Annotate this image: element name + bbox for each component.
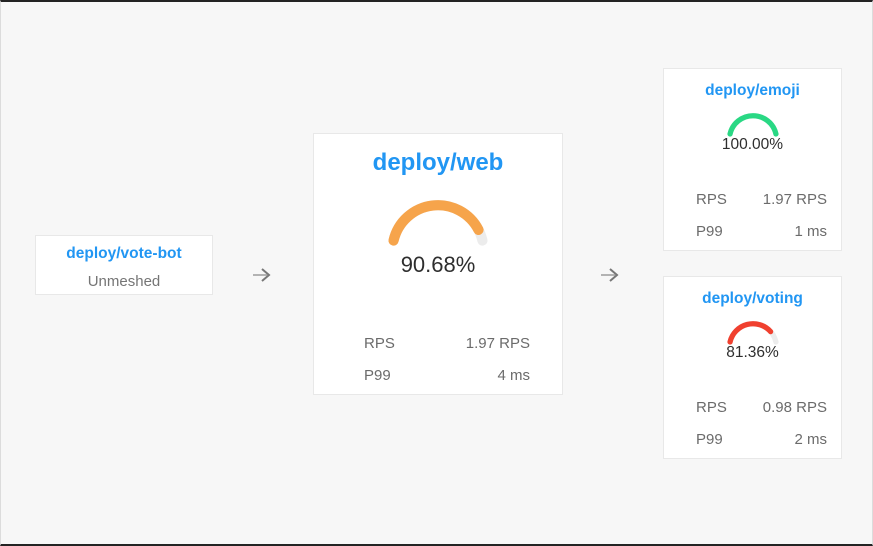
node-card-voting: deploy/voting 81.36% RPS 0.98 RPS P99 2 …: [663, 276, 842, 459]
stat-row-rps: RPS 1.97 RPS: [314, 327, 562, 359]
stat-row-rps: RPS 0.98 RPS: [664, 391, 841, 423]
success-gauge: [726, 321, 779, 345]
stats-table: RPS 1.97 RPS P99 1 ms: [664, 183, 841, 247]
stat-value: 4 ms: [497, 366, 530, 384]
node-status-unmeshed: Unmeshed: [87, 273, 161, 290]
stat-row-p99: P99 1 ms: [664, 215, 841, 247]
success-rate-value: 81.36%: [726, 344, 779, 361]
node-title-voting[interactable]: deploy/voting: [702, 290, 803, 307]
stat-row-rps: RPS 1.97 RPS: [664, 183, 841, 215]
success-gauge: [726, 113, 779, 137]
stat-label: RPS: [696, 190, 727, 208]
node-title-web[interactable]: deploy/web: [372, 149, 504, 176]
arrow-right-icon: [601, 268, 619, 282]
stat-label: RPS: [364, 334, 395, 352]
success-rate-value: 90.68%: [400, 252, 476, 277]
success-rate-value: 100.00%: [721, 136, 784, 153]
stat-label: P99: [696, 430, 723, 448]
stats-table: RPS 0.98 RPS P99 2 ms: [664, 391, 841, 455]
stat-value: 2 ms: [794, 430, 827, 448]
stat-value: 1.97 RPS: [762, 190, 827, 208]
stat-value: 1 ms: [794, 222, 827, 240]
stat-label: P99: [696, 222, 723, 240]
node-title-vote-bot[interactable]: deploy/vote-bot: [66, 245, 182, 262]
stat-row-p99: P99 2 ms: [664, 423, 841, 455]
node-card-emoji: deploy/emoji 100.00% RPS 1.97 RPS P99 1 …: [663, 68, 842, 251]
node-title-emoji[interactable]: deploy/emoji: [705, 82, 800, 99]
stat-value: 1.97 RPS: [465, 334, 530, 352]
stat-label: P99: [364, 366, 391, 384]
stat-row-p99: P99 4 ms: [314, 359, 562, 391]
stats-table: RPS 1.97 RPS P99 4 ms: [314, 327, 562, 391]
arrow-right-icon: [253, 268, 271, 282]
stat-value: 0.98 RPS: [762, 398, 827, 416]
stat-label: RPS: [696, 398, 727, 416]
success-gauge: [388, 200, 488, 246]
node-card-vote-bot: deploy/vote-bot Unmeshed: [35, 235, 213, 295]
node-card-web: deploy/web 90.68% RPS 1.97 RPS P99 4 ms: [313, 133, 563, 395]
